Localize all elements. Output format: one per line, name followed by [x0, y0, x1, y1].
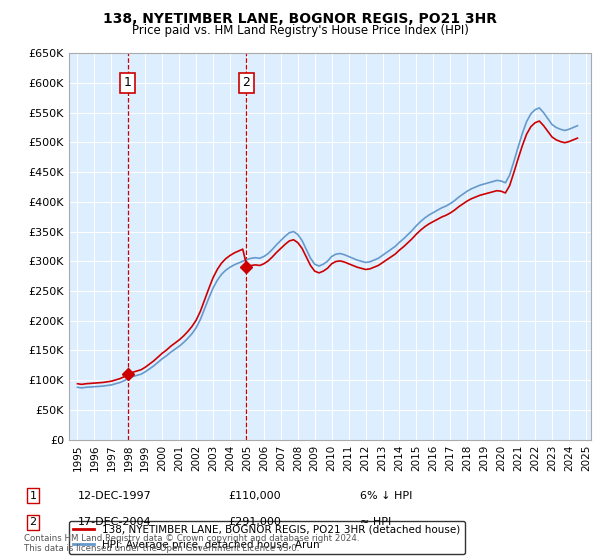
Text: £110,000: £110,000 [228, 491, 281, 501]
Text: 138, NYETIMBER LANE, BOGNOR REGIS, PO21 3HR: 138, NYETIMBER LANE, BOGNOR REGIS, PO21 … [103, 12, 497, 26]
Text: 12-DEC-1997: 12-DEC-1997 [78, 491, 152, 501]
Text: 2: 2 [29, 517, 37, 528]
Text: 1: 1 [29, 491, 37, 501]
Text: Price paid vs. HM Land Registry's House Price Index (HPI): Price paid vs. HM Land Registry's House … [131, 24, 469, 37]
Text: 6% ↓ HPI: 6% ↓ HPI [360, 491, 412, 501]
Text: 17-DEC-2004: 17-DEC-2004 [78, 517, 152, 528]
Text: Contains HM Land Registry data © Crown copyright and database right 2024.: Contains HM Land Registry data © Crown c… [24, 534, 359, 543]
Text: £291,000: £291,000 [228, 517, 281, 528]
Text: 1: 1 [124, 76, 131, 90]
Text: 2: 2 [242, 76, 250, 90]
Text: This data is licensed under the Open Government Licence v3.0.: This data is licensed under the Open Gov… [24, 544, 299, 553]
Text: ≈ HPI: ≈ HPI [360, 517, 391, 528]
Legend: 138, NYETIMBER LANE, BOGNOR REGIS, PO21 3HR (detached house), HPI: Average price: 138, NYETIMBER LANE, BOGNOR REGIS, PO21 … [69, 521, 465, 554]
